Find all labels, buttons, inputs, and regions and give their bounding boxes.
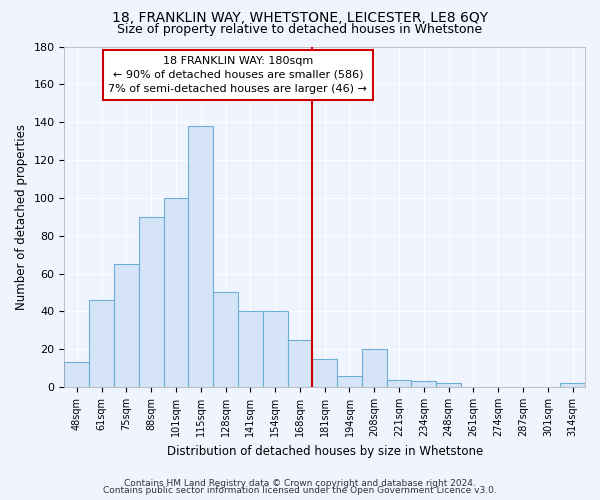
Text: 18, FRANKLIN WAY, WHETSTONE, LEICESTER, LE8 6QY: 18, FRANKLIN WAY, WHETSTONE, LEICESTER, … bbox=[112, 11, 488, 25]
Bar bbox=[337, 376, 362, 387]
Bar bbox=[386, 380, 412, 387]
Bar bbox=[188, 126, 213, 387]
Bar bbox=[412, 382, 436, 387]
Text: Size of property relative to detached houses in Whetstone: Size of property relative to detached ho… bbox=[118, 22, 482, 36]
Bar bbox=[238, 312, 263, 387]
X-axis label: Distribution of detached houses by size in Whetstone: Distribution of detached houses by size … bbox=[167, 444, 483, 458]
Bar bbox=[64, 362, 89, 387]
Bar bbox=[114, 264, 139, 387]
Y-axis label: Number of detached properties: Number of detached properties bbox=[15, 124, 28, 310]
Bar bbox=[139, 217, 164, 387]
Bar bbox=[287, 340, 313, 387]
Bar bbox=[560, 384, 585, 387]
Bar bbox=[89, 300, 114, 387]
Bar bbox=[263, 312, 287, 387]
Text: Contains public sector information licensed under the Open Government Licence v3: Contains public sector information licen… bbox=[103, 486, 497, 495]
Bar bbox=[313, 358, 337, 387]
Bar bbox=[213, 292, 238, 387]
Bar bbox=[436, 384, 461, 387]
Text: 18 FRANKLIN WAY: 180sqm
← 90% of detached houses are smaller (586)
7% of semi-de: 18 FRANKLIN WAY: 180sqm ← 90% of detache… bbox=[109, 56, 367, 94]
Bar bbox=[164, 198, 188, 387]
Text: Contains HM Land Registry data © Crown copyright and database right 2024.: Contains HM Land Registry data © Crown c… bbox=[124, 478, 476, 488]
Bar bbox=[362, 349, 386, 387]
